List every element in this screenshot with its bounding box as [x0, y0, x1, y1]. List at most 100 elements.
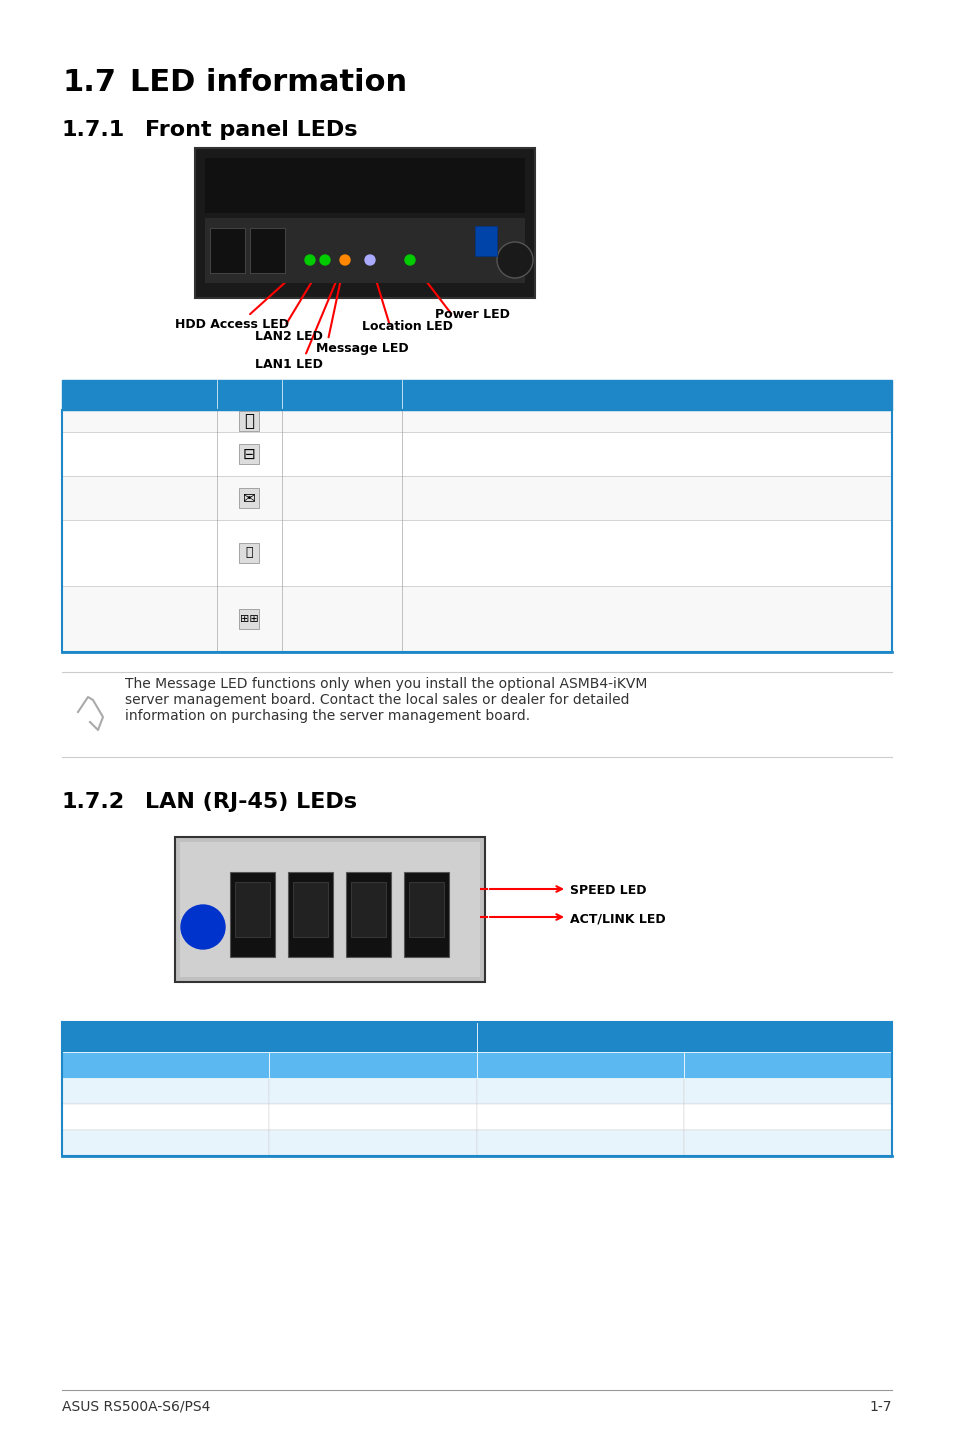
Text: Data activity: Data activity [328, 1135, 417, 1148]
Text: Blinking: Blinking [290, 502, 345, 516]
Bar [62, 410, 891, 431]
Bar [293, 881, 328, 938]
Text: Normal status: Normal status [410, 523, 507, 538]
Text: GREEN: GREEN [141, 1109, 190, 1122]
Text: SPEED LED: SPEED LED [569, 884, 646, 897]
Bar [250, 229, 285, 273]
Bar [269, 1078, 476, 1104]
Text: ASWM indicates a HW monitor event: ASWM indicates a HW monitor event [410, 502, 664, 516]
Text: 1 Gbps connection: 1 Gbps connection [722, 1135, 852, 1148]
Text: 1-7: 1-7 [868, 1401, 891, 1414]
Text: The Message LED functions only when you install the optional ASMB4-iKVM
server m: The Message LED functions only when you … [125, 677, 647, 723]
Circle shape [305, 255, 314, 265]
Bar [346, 871, 391, 958]
Bar [476, 1104, 684, 1130]
Text: 10 Mbps connection: 10 Mbps connection [718, 1081, 857, 1096]
Text: OFF: OFF [567, 1081, 594, 1096]
Text: Read/write data into the HDD: Read/write data into the HDD [410, 457, 615, 472]
Text: Location LED: Location LED [361, 321, 453, 334]
Bar [288, 871, 333, 958]
Bar [684, 1130, 891, 1156]
Text: Blinking: Blinking [290, 457, 345, 472]
Text: Message LED: Message LED [315, 342, 408, 355]
Bar [210, 229, 245, 273]
Text: HDD Access LED: HDD Access LED [174, 318, 289, 331]
Bar [684, 1104, 891, 1130]
Bar [409, 881, 443, 938]
Text: LAN1 LED: LAN1 LED [254, 358, 322, 371]
Text: 1.7.1: 1.7.1 [62, 119, 125, 139]
Bar [269, 1130, 476, 1156]
Circle shape [497, 242, 533, 278]
Text: GREEN: GREEN [556, 1135, 604, 1148]
Text: LAN (RJ-45) LEDs: LAN (RJ-45) LEDs [145, 792, 356, 812]
Circle shape [319, 255, 330, 265]
Text: ACT/LINK LED: ACT/LINK LED [211, 1027, 328, 1043]
Bar [269, 1053, 476, 1078]
Text: ⏻: ⏻ [244, 413, 253, 430]
Text: OFF: OFF [290, 523, 316, 538]
Text: Linked: Linked [350, 1109, 395, 1122]
Text: LED: LED [70, 385, 100, 400]
Text: HDD Access LED: HDD Access LED [70, 447, 185, 462]
Text: No link: No link [349, 1081, 396, 1096]
Bar [239, 610, 258, 628]
Text: ON: ON [290, 414, 311, 429]
Text: (Press the location switch again to turn off): (Press the location switch again to turn… [410, 568, 709, 582]
Text: OFF: OFF [290, 436, 316, 450]
Text: Icon: Icon [225, 385, 257, 400]
Text: OFF: OFF [290, 590, 316, 604]
Text: LAN2 LED: LAN2 LED [254, 329, 322, 344]
Text: Description: Description [328, 1055, 417, 1070]
Text: Description: Description [410, 385, 499, 400]
Text: ON: ON [290, 546, 311, 559]
Bar [62, 1022, 891, 1156]
Text: 100 Mbps connection: 100 Mbps connection [713, 1109, 862, 1122]
Text: Message LED: Message LED [70, 490, 162, 505]
Bar [476, 1022, 891, 1053]
Text: No LAN connection: No LAN connection [410, 590, 541, 604]
Text: Status: Status [140, 1055, 191, 1070]
Bar [62, 410, 891, 651]
Bar [239, 411, 258, 431]
Text: LAN is transmitting or receiving data: LAN is transmitting or receiving data [410, 613, 665, 626]
Text: 1.7: 1.7 [62, 68, 116, 96]
Bar [62, 1053, 269, 1078]
Bar [234, 881, 270, 938]
Bar [62, 1130, 269, 1156]
Circle shape [181, 905, 225, 949]
Bar [476, 1130, 684, 1156]
Circle shape [365, 255, 375, 265]
Bar [194, 148, 535, 298]
Text: OFF: OFF [152, 1081, 179, 1096]
Bar [62, 587, 891, 651]
Text: OFF: OFF [290, 480, 316, 495]
Bar [205, 158, 524, 213]
Bar [476, 1053, 684, 1078]
Text: Location LED: Location LED [70, 546, 160, 559]
Bar [684, 1053, 891, 1078]
Bar [403, 871, 449, 958]
Text: Description: Description [742, 1055, 832, 1070]
Text: LAN LEDs: LAN LEDs [70, 613, 136, 626]
Bar [62, 521, 891, 587]
Text: ⊟: ⊟ [242, 447, 255, 462]
Bar [230, 871, 274, 958]
Bar [200, 152, 530, 293]
Text: LAN connection is present: LAN connection is present [410, 634, 591, 649]
Text: 🔑: 🔑 [245, 546, 253, 559]
Bar [62, 1078, 269, 1104]
Text: Power LED: Power LED [70, 414, 144, 429]
Text: LED information: LED information [130, 68, 407, 96]
Text: Blinking: Blinking [290, 613, 345, 626]
Bar [62, 431, 891, 476]
Bar [269, 1104, 476, 1130]
Text: Power LED: Power LED [435, 308, 509, 321]
Bar [475, 226, 497, 256]
Text: ORANGE: ORANGE [551, 1109, 610, 1122]
Bar [62, 476, 891, 521]
Text: BLINKING: BLINKING [132, 1135, 198, 1148]
Bar [180, 843, 479, 976]
Text: Front panel LEDs: Front panel LEDs [145, 119, 357, 139]
Bar [351, 881, 386, 938]
